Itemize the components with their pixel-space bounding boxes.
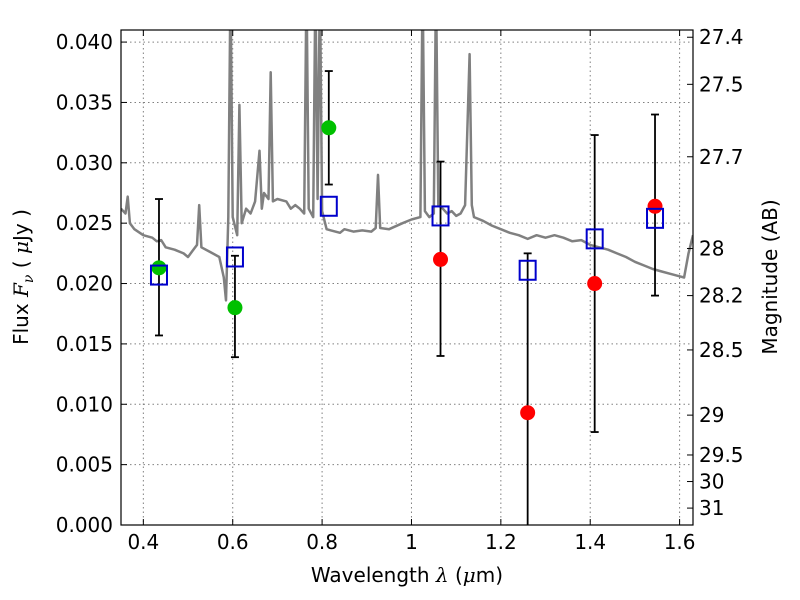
x-tick-label: 1.6 xyxy=(664,530,696,554)
axis-ticks: 0.4 0.6 0.8 1 1.2 1.4 1.6 0.000 0.005 0.010 0.015 0… xyxy=(56,25,744,554)
errorbar-layer xyxy=(154,70,660,525)
y2-tick-label: 27.4 xyxy=(699,25,744,49)
y-tick-label: 0.035 xyxy=(56,90,113,114)
y-tick-label: 0.040 xyxy=(56,30,113,54)
y-axis-label: Flux Fν ( μJy ) xyxy=(9,209,37,345)
template-spectrum-layer xyxy=(121,30,693,302)
model-square-marker xyxy=(149,264,168,286)
x-tick-label: 1.2 xyxy=(485,530,517,554)
y2-tick-label: 27.7 xyxy=(699,145,744,169)
model-square-marker xyxy=(518,259,537,281)
red-data-point xyxy=(587,276,603,292)
y-tick-label: 0.020 xyxy=(56,272,113,296)
model-square-marker xyxy=(319,195,338,217)
model-square-marker xyxy=(225,246,244,268)
model-square-marker xyxy=(646,207,665,229)
y2-tick-label: 30 xyxy=(699,470,724,494)
model-square-marker xyxy=(431,205,450,227)
plot-frame xyxy=(120,29,694,526)
template-spectrum-line xyxy=(121,30,693,302)
y2-axis-label: Magnitude (AB) xyxy=(758,199,782,354)
green-data-point xyxy=(151,260,167,276)
y-tick-label: 0.000 xyxy=(56,513,113,537)
y-tick-label: 0.030 xyxy=(56,151,113,175)
y2-tick-label: 27.5 xyxy=(699,72,744,96)
y2-tick-label: 28.5 xyxy=(699,338,744,362)
x-axis-label: Wavelength λ (μm) xyxy=(311,563,503,587)
data-marker-layer xyxy=(149,120,665,421)
y2-tick-label: 31 xyxy=(699,496,724,520)
green-data-point xyxy=(321,120,337,136)
red-data-point xyxy=(433,251,449,267)
x-tick-label: 1 xyxy=(405,530,418,554)
x-tick-label: 0.4 xyxy=(127,530,159,554)
red-data-point xyxy=(520,405,536,421)
y-tick-label: 0.010 xyxy=(56,392,113,416)
y2-tick-label: 28.2 xyxy=(699,284,744,308)
x-tick-label: 0.6 xyxy=(217,530,249,554)
y2-tick-label: 29.5 xyxy=(699,443,744,467)
y2-tick-label: 28 xyxy=(699,237,724,261)
red-data-point xyxy=(647,198,663,214)
y-tick-label: 0.025 xyxy=(56,211,113,235)
grid-lines xyxy=(121,30,693,525)
y2-tick-label: 29 xyxy=(699,403,724,427)
x-tick-label: 1.4 xyxy=(574,530,606,554)
x-tick-label: 0.8 xyxy=(306,530,338,554)
model-square-marker xyxy=(585,228,604,250)
y-tick-label: 0.005 xyxy=(56,453,113,477)
green-data-point xyxy=(227,300,243,316)
y-tick-label: 0.015 xyxy=(56,332,113,356)
